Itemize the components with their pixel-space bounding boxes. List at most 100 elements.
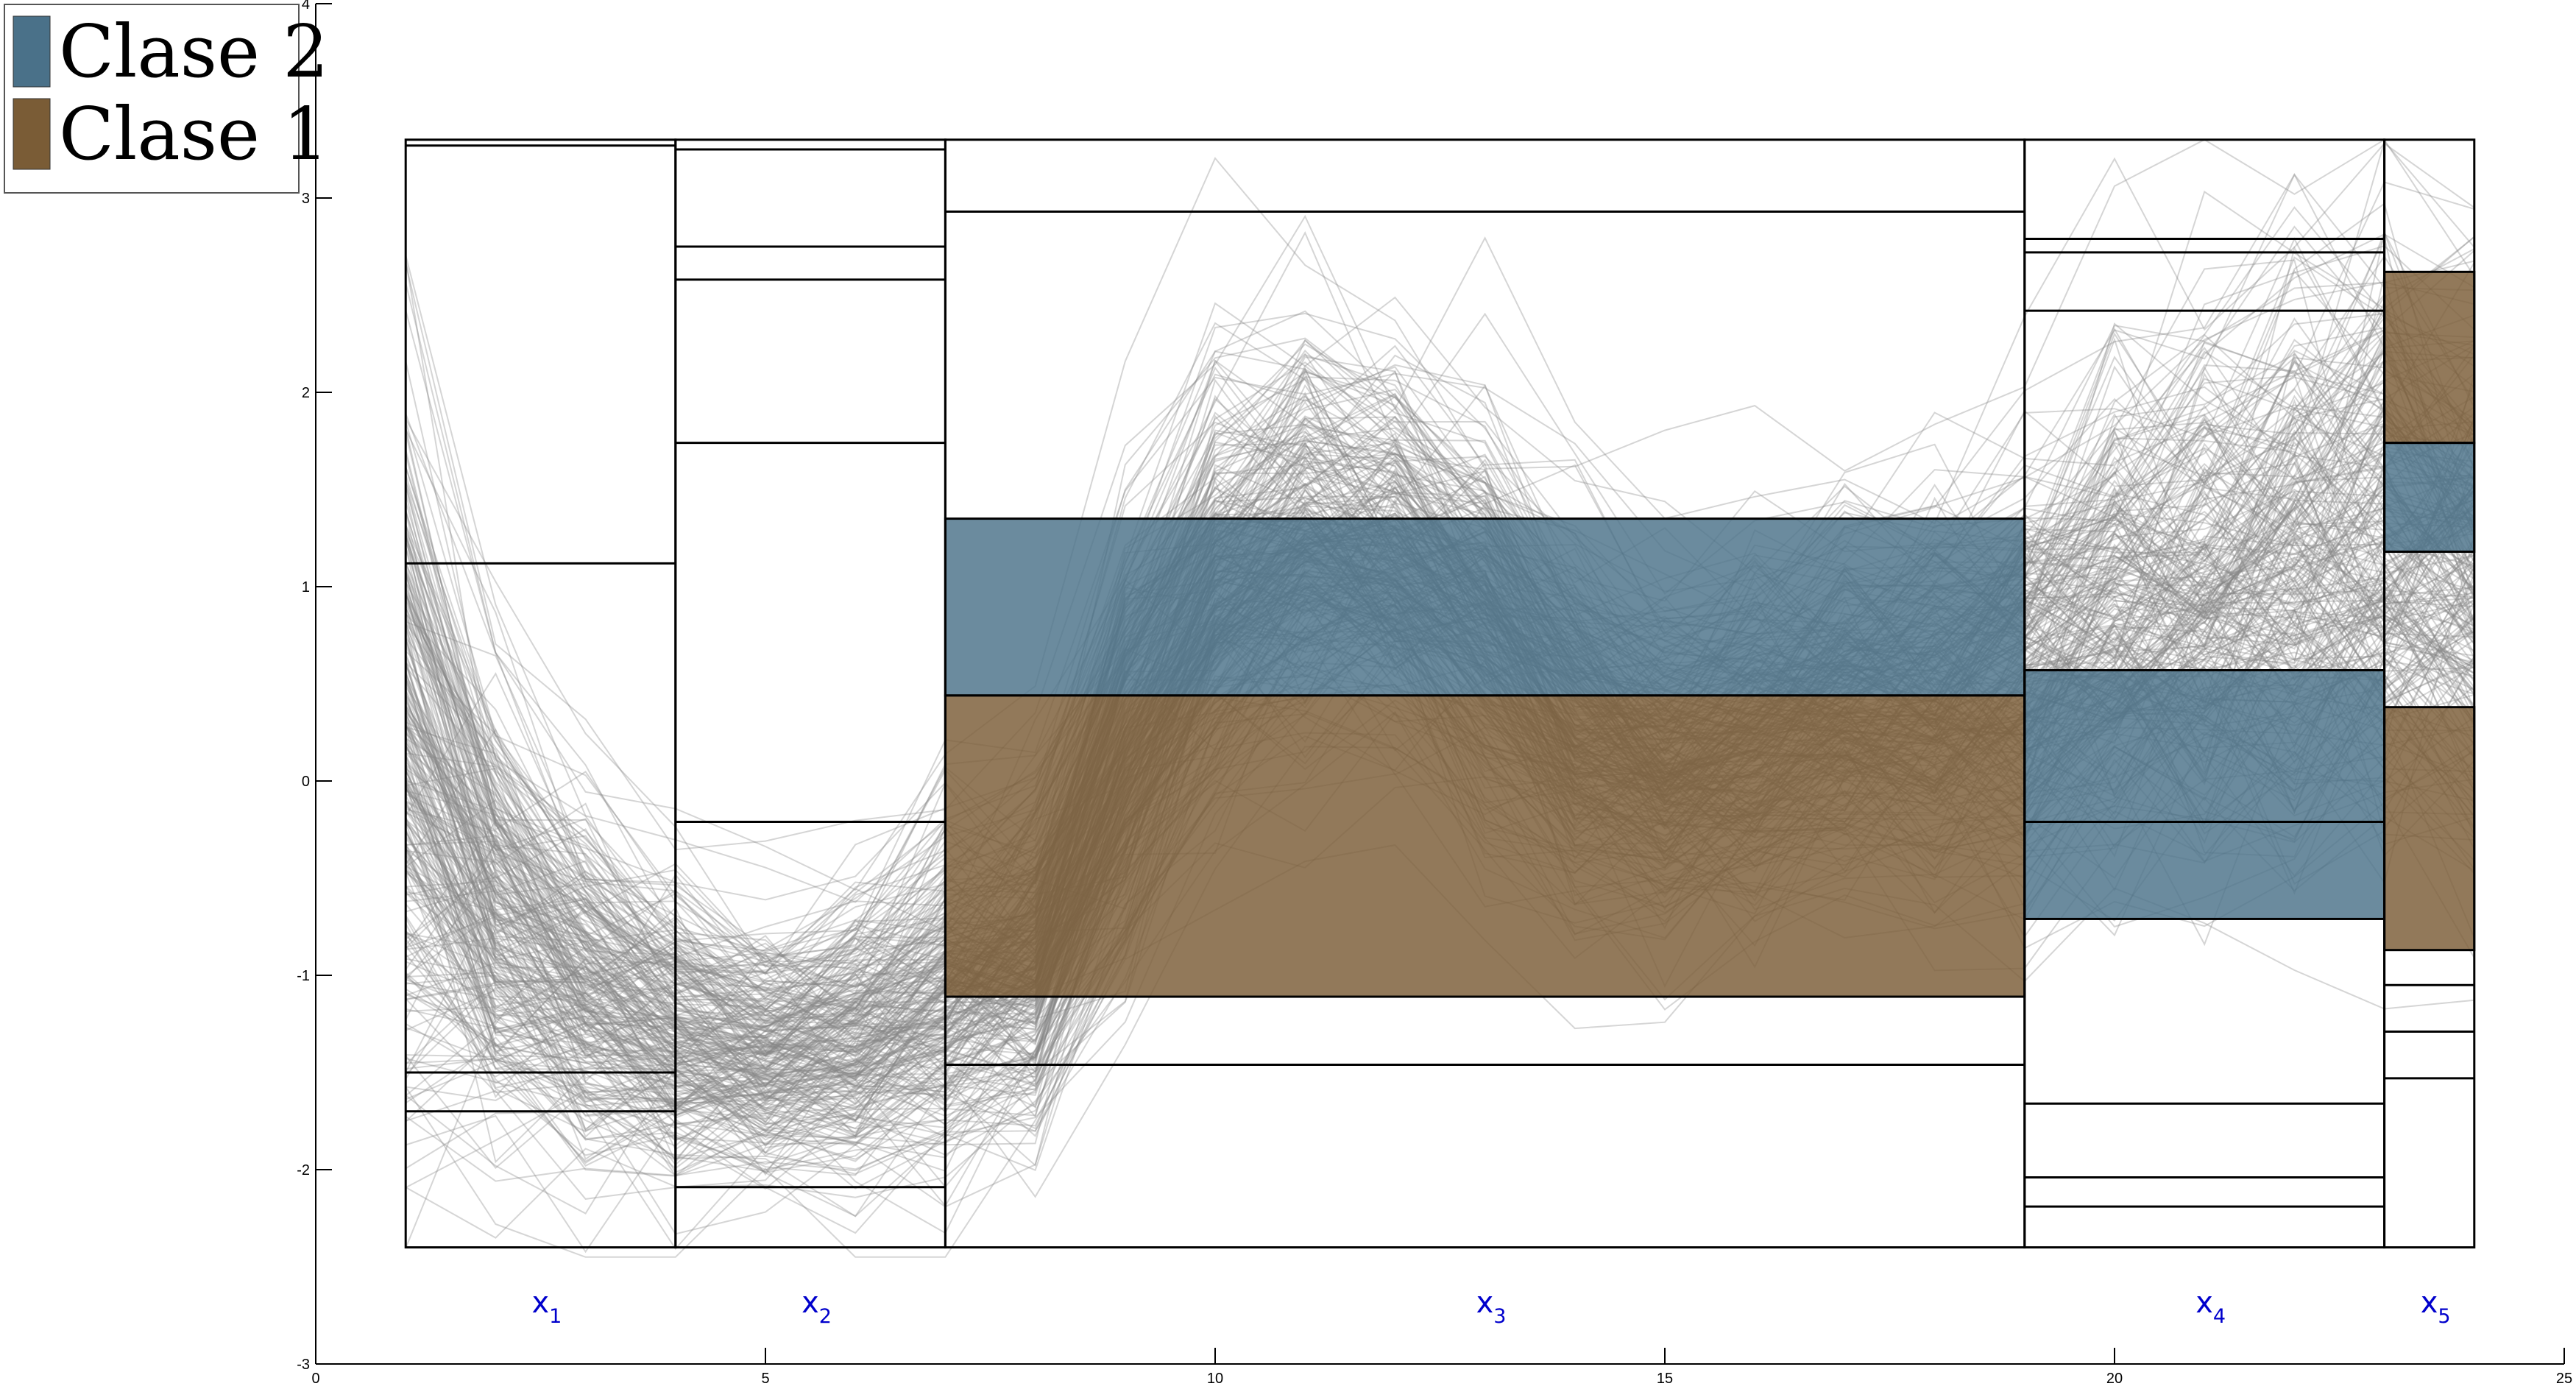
series-trace: [405, 339, 2475, 1002]
series-trace: [405, 331, 2474, 997]
y-tick-label: -1: [297, 968, 310, 984]
series-trace: [405, 350, 2475, 1033]
series-trace: [405, 358, 2475, 1009]
series-trace: [405, 431, 2475, 1017]
series-trace: [405, 322, 2475, 986]
series-trace: [406, 327, 2475, 989]
series-trace: [405, 246, 2475, 1008]
series-trace: [405, 173, 2474, 964]
series-trace: [405, 474, 2475, 1028]
y-tick-label: -3: [297, 1357, 310, 1373]
series-trace: [405, 256, 2475, 992]
series-trace: [405, 250, 2475, 988]
series-trace: [405, 365, 2475, 1011]
series-trace: [405, 237, 2475, 1012]
series-trace: [405, 248, 2475, 1025]
y-tick-label: 2: [302, 385, 310, 401]
series-trace: [405, 190, 2475, 960]
series-trace: [405, 360, 2474, 1049]
series-trace: [405, 462, 2474, 1062]
series-trace: [405, 206, 2475, 975]
segment-label: x1: [532, 1286, 562, 1328]
class-band-clase-2: [944, 517, 2026, 697]
series-trace: [405, 140, 2475, 942]
segment-label: x3: [1476, 1286, 1507, 1328]
series-trace: [405, 244, 2475, 975]
series-trace: [405, 142, 2475, 851]
segment-label: x4: [2195, 1286, 2226, 1328]
x-tick-label: 0: [311, 1371, 319, 1387]
series-trace: [405, 317, 2474, 1019]
series-trace: [405, 293, 2475, 993]
legend-entry: Clase 1: [59, 93, 329, 177]
series-trace: [405, 308, 2475, 1048]
segment-frames: [404, 138, 2476, 1249]
legend-box: [4, 4, 300, 194]
class-band-clase-1: [944, 694, 2026, 998]
segment-labels: x1 x2 x3 x4 x5: [532, 1286, 2451, 1328]
y-tick-label: 4: [302, 0, 310, 13]
series-trace: [405, 312, 2475, 1005]
class-band-clase-1: [2383, 706, 2476, 952]
series-trace: [405, 339, 2475, 1019]
series-trace: [405, 420, 2475, 1072]
series-trace: [405, 347, 2475, 963]
series-trace: [405, 404, 2475, 1013]
series-trace: [405, 340, 2475, 995]
series-trace: [405, 419, 2475, 1071]
legend-entry: Clase 2: [59, 10, 329, 94]
axes: -3 -2 -1 0 1 2 3 4 0 5 10 15 20 25: [297, 0, 2572, 1387]
legend-swatch: [13, 15, 51, 88]
series-trace: [405, 370, 2475, 1025]
y-tick-label: 1: [302, 579, 310, 595]
series-trace: [405, 378, 2475, 1022]
series-trace: [405, 259, 2475, 952]
series-trace: [405, 202, 2475, 901]
series-trace: [406, 230, 2475, 1025]
series-trace: [405, 398, 2475, 1057]
series-trace: [405, 316, 2475, 972]
segment-frame: [2383, 138, 2476, 1249]
series-trace: [405, 233, 2475, 976]
series-trace: [405, 181, 2475, 958]
series-trace: [405, 173, 2474, 952]
series-trace: [405, 413, 2475, 983]
series-trace: [405, 356, 2474, 1011]
series-trace: [405, 404, 2475, 1011]
series-trace: [405, 259, 2475, 974]
legend-swatch: [13, 98, 51, 170]
series-trace: [405, 314, 2475, 1000]
series-trace: [405, 255, 2475, 973]
segment-label: x2: [802, 1286, 832, 1328]
x-tick-label: 10: [1207, 1371, 1223, 1387]
series-trace: [405, 374, 2475, 1071]
series-trace: [405, 416, 2475, 1037]
class-band-clase-2: [2383, 442, 2476, 553]
series-trace: [405, 333, 2475, 986]
series-trace: [405, 269, 2474, 975]
y-tick-label: 0: [302, 774, 310, 790]
series-trace: [405, 357, 2475, 1013]
class-band-clase-1: [2383, 270, 2476, 445]
series-trace: [405, 395, 2474, 1098]
series-trace: [405, 356, 2475, 1025]
series-trace: [405, 235, 2475, 988]
series-trace: [405, 138, 2475, 891]
series-trace: [405, 225, 2474, 968]
x-tick-label: 25: [2556, 1371, 2572, 1387]
y-tick-label: -2: [297, 1162, 310, 1178]
x-tick-label: 15: [1657, 1371, 1673, 1387]
series-trace: [405, 423, 2475, 1103]
segment-label: x5: [2421, 1286, 2451, 1328]
class-band-clase-2: [2023, 669, 2386, 920]
y-tick-label: 3: [302, 191, 310, 207]
x-tick-label: 20: [2106, 1371, 2123, 1387]
class-bands: [944, 270, 2476, 998]
series-trace: [405, 255, 2475, 903]
series-trace: [405, 312, 2475, 1009]
x-tick-label: 5: [761, 1371, 769, 1387]
series-trace: [405, 381, 2475, 1049]
series-trace: [405, 281, 2475, 968]
